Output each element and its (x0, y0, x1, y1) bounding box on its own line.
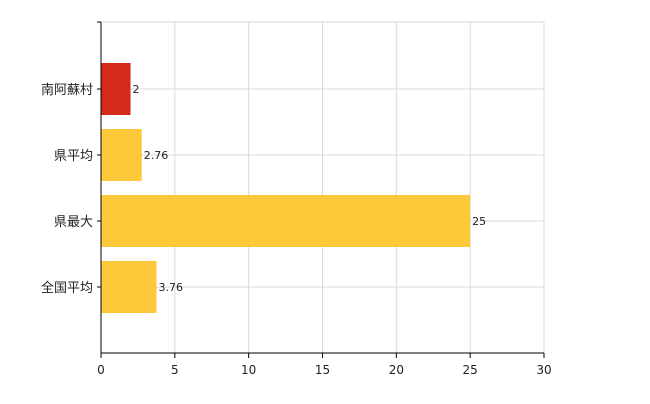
y-tick-label: 全国平均 (41, 280, 93, 296)
x-tick-label: 20 (389, 363, 404, 377)
data-label: 25 (472, 215, 486, 228)
y-tick-label: 県最大 (54, 215, 93, 230)
bar (101, 261, 157, 313)
y-tick-label: 南阿蘇村 (41, 82, 93, 98)
x-tick-label: 0 (97, 363, 105, 377)
x-tick-label: 5 (171, 363, 179, 377)
labels: 2 南阿蘇村 2.76 県平均 25 県最大 3.76 全国平均 0 5 10 15 20 25 30 (41, 82, 552, 377)
data-label: 3.76 (159, 281, 184, 294)
x-tick-label: 25 (463, 363, 478, 377)
x-tick-label: 15 (315, 363, 330, 377)
grid-lines (101, 21, 545, 353)
data-label: 2.76 (144, 149, 169, 162)
bars (101, 63, 471, 313)
axes (97, 21, 545, 358)
data-label: 2 (133, 83, 140, 96)
x-tick-label: 10 (241, 363, 256, 377)
bar (101, 129, 142, 181)
bar (101, 195, 471, 247)
x-tick-label: 30 (536, 363, 551, 377)
y-tick-label: 県平均 (54, 149, 93, 164)
bar (101, 63, 131, 115)
